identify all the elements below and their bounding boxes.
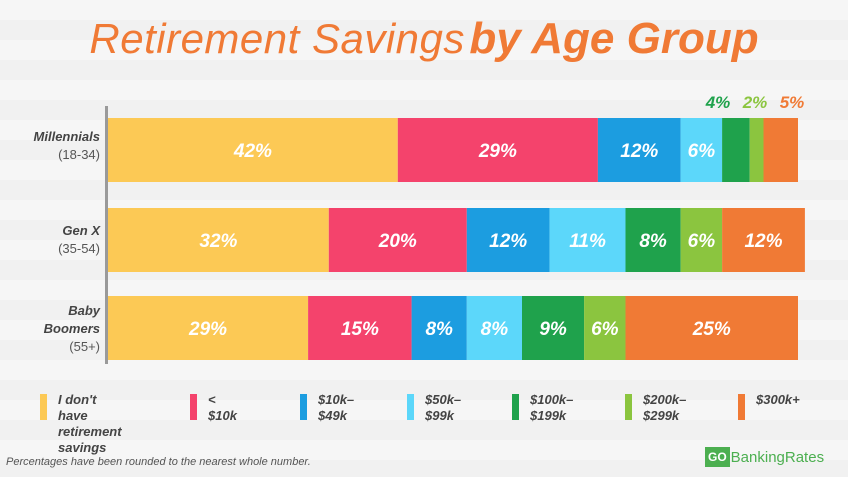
legend-label: < $10k [208,392,237,423]
bar-segment [625,296,798,360]
bar-segment [722,208,805,272]
legend-swatch [407,394,414,420]
data-label: 32% [199,231,237,252]
bar-segment [108,208,329,272]
bar-segment [749,118,764,182]
data-label: 12% [620,141,658,162]
data-label: 25% [692,319,731,340]
category-age: (35-54) [58,241,100,256]
bar-segment [763,118,798,182]
data-label: 42% [233,141,272,162]
footnote: Percentages have been rounded to the nea… [6,456,311,468]
bar-segment [328,208,467,272]
category-age: (18-34) [58,147,100,162]
data-label: 15% [341,319,379,340]
data-label: 12% [489,231,527,252]
category-age: (55+) [69,339,100,354]
title-part-1: Retirement Savings [89,15,465,62]
data-label: 29% [188,319,227,340]
chart-title: Retirement Savings by Age Group [0,14,848,64]
data-label: 29% [478,141,517,162]
bar-segment [584,296,626,360]
bar-segment [625,208,681,272]
bar-segment [722,118,750,182]
data-label: 2% [742,93,768,112]
logo-text: BankingRates [730,448,825,466]
legend-label: $300k+ [756,392,800,407]
bar-segment [466,296,522,360]
data-label: 8% [425,319,453,340]
bar-segment [466,208,550,272]
legend-label: $100k– $199k [530,392,574,423]
data-label: 8% [639,231,667,252]
legend-label: $50k– $99k [425,392,462,423]
legend-swatch [512,394,519,420]
category-name: Baby Boomers [43,303,100,336]
legend-label: $10k– $49k [318,392,355,423]
legend-swatch [300,394,307,420]
data-label: 4% [705,93,731,112]
data-label: 9% [539,319,567,340]
bar-segment [108,296,309,360]
bar-segment [597,118,681,182]
data-label: 6% [591,319,619,340]
gobankingrates-logo: GO BankingRates [705,446,824,468]
category-label-millennials: Millennials (18-34) [34,128,100,164]
bar-segment [108,118,398,182]
bar-segment [411,296,467,360]
data-label: 8% [481,319,509,340]
category-label-boomers: Baby Boomers (55+) [44,302,100,356]
legend-swatch [40,394,47,420]
data-label: 12% [744,231,782,252]
bar-segment [549,208,626,272]
logo-go: GO [705,447,730,467]
legend-swatch [625,394,632,420]
data-label: 20% [378,231,417,252]
bar-segment [308,296,412,360]
legend-swatch [190,394,197,420]
category-name: Gen X [62,223,100,238]
category-name: Millennials [33,129,100,144]
data-label: 5% [780,93,805,112]
category-label-genx: Gen X (35-54) [58,222,100,258]
bar-segment [397,118,598,182]
bar-segment [522,296,585,360]
data-label: 6% [688,141,716,162]
bar-segment [680,118,723,182]
title-part-2: by Age Group [469,14,759,63]
data-label: 11% [569,231,606,252]
y-axis-line [105,106,108,364]
legend-label: I don't have retirement savings [58,392,122,455]
bar-segment [680,208,723,272]
data-label: 6% [688,231,716,252]
legend-swatch [738,394,745,420]
legend-label: $200k– $299k [643,392,687,423]
